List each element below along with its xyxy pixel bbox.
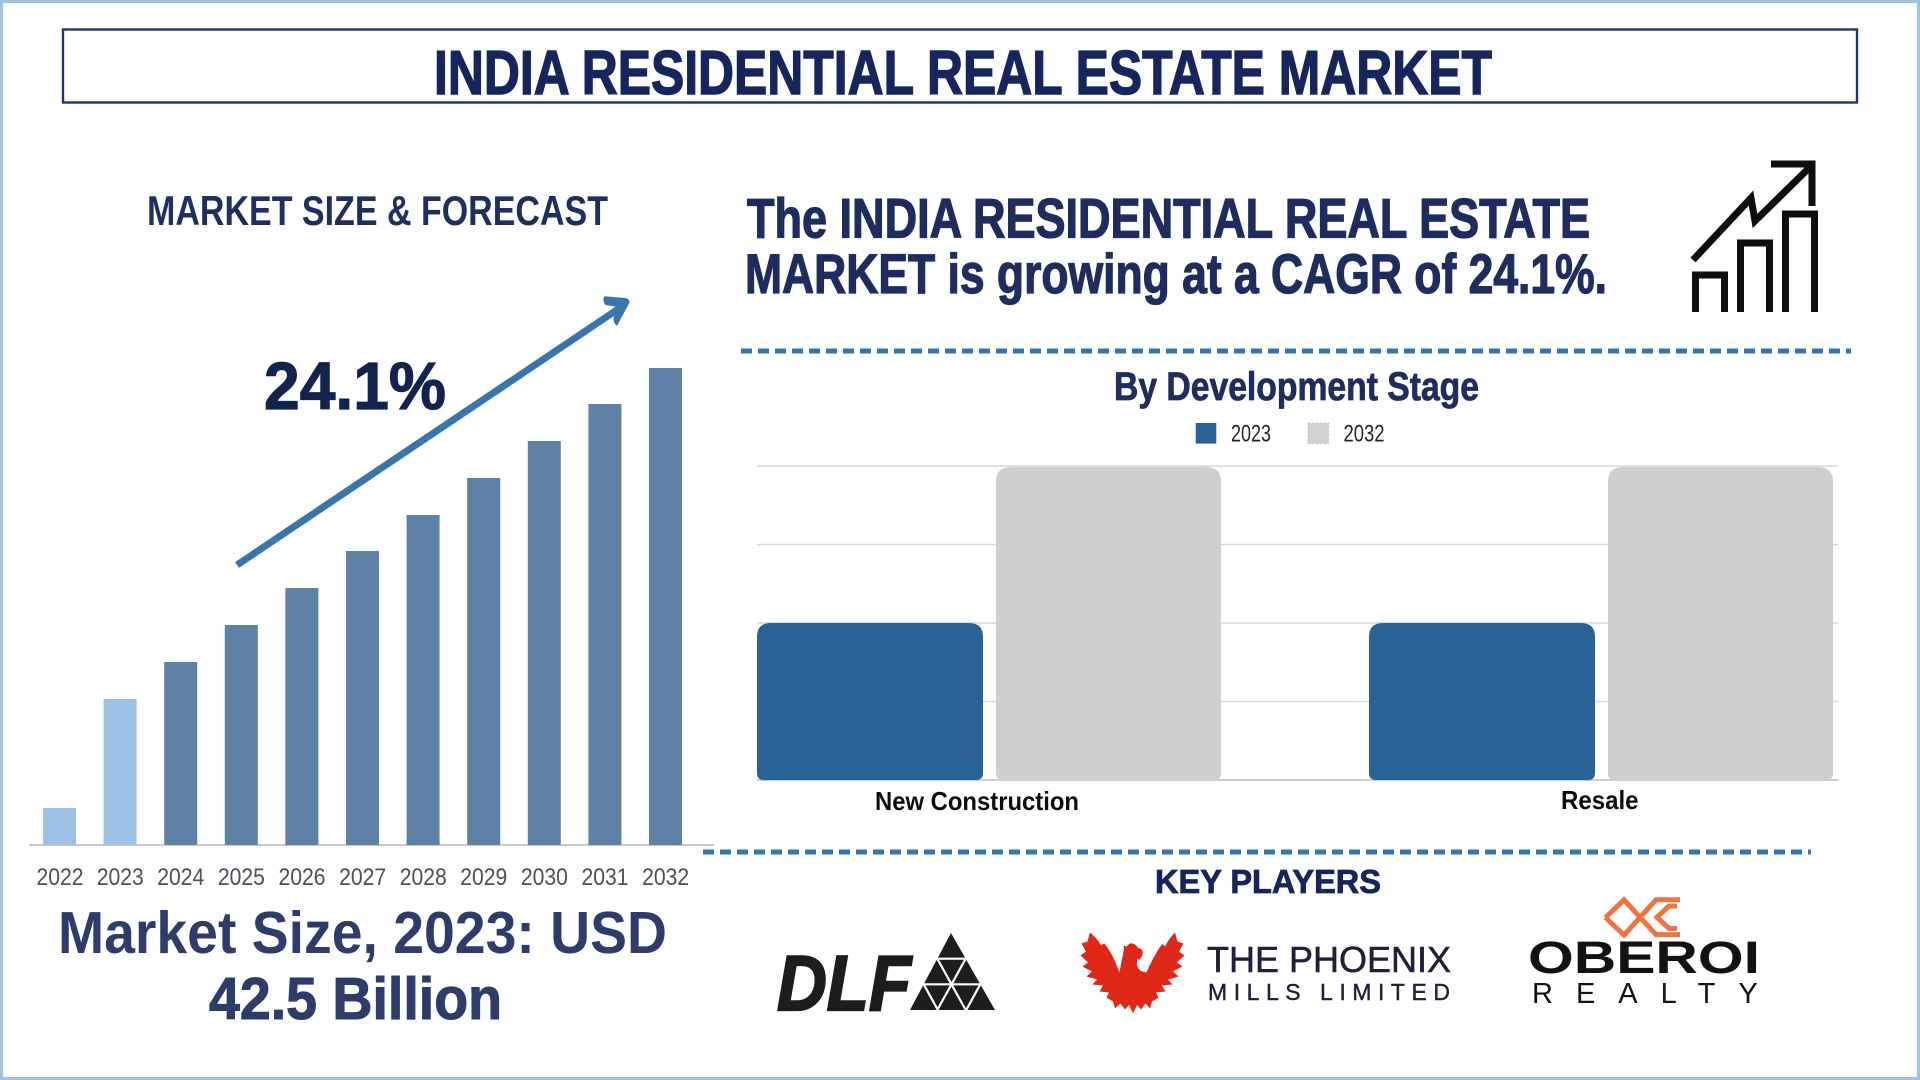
svg-text:2026: 2026	[279, 864, 326, 891]
svg-text:Market Size, 2023: USD: Market Size, 2023: USD	[58, 900, 667, 966]
svg-text:2022: 2022	[37, 864, 84, 891]
svg-text:2025: 2025	[218, 864, 265, 891]
svg-text:OBEROI: OBEROI	[1528, 932, 1760, 983]
svg-text:2032: 2032	[1344, 420, 1385, 447]
svg-text:MARKET is growing at a CAGR of: MARKET is growing at a CAGR of 24.1%.	[745, 242, 1607, 305]
svg-text:2027: 2027	[339, 864, 386, 891]
svg-text:Resale: Resale	[1561, 785, 1639, 815]
svg-text:2024: 2024	[157, 864, 204, 891]
svg-text:REALTY: REALTY	[1532, 978, 1781, 1010]
svg-text:42.5 Billion: 42.5 Billion	[209, 966, 502, 1032]
svg-text:2029: 2029	[460, 864, 507, 891]
svg-text:2023: 2023	[1231, 420, 1271, 447]
svg-text:MILLS LIMITED: MILLS LIMITED	[1208, 979, 1450, 1005]
svg-text:INDIA RESIDENTIAL REAL ESTATE: INDIA RESIDENTIAL REAL ESTATE MARKET	[434, 39, 1492, 108]
svg-text:2030: 2030	[521, 864, 568, 891]
svg-text:DLF: DLF	[777, 939, 913, 1027]
svg-text:KEY PLAYERS: KEY PLAYERS	[1155, 863, 1381, 900]
svg-text:2032: 2032	[642, 864, 689, 891]
svg-text:2023: 2023	[97, 864, 144, 891]
svg-text:24.1%: 24.1%	[264, 349, 446, 424]
svg-text:MARKET SIZE & FORECAST: MARKET SIZE & FORECAST	[147, 187, 608, 234]
svg-text:By Development Stage: By Development Stage	[1114, 365, 1479, 409]
svg-text:2028: 2028	[400, 864, 447, 891]
svg-text:THE PHOENIX: THE PHOENIX	[1207, 939, 1451, 980]
svg-text:The INDIA RESIDENTIAL REAL EST: The INDIA RESIDENTIAL REAL ESTATE	[747, 187, 1590, 250]
svg-text:New Construction: New Construction	[875, 786, 1079, 816]
svg-text:2031: 2031	[582, 864, 629, 891]
